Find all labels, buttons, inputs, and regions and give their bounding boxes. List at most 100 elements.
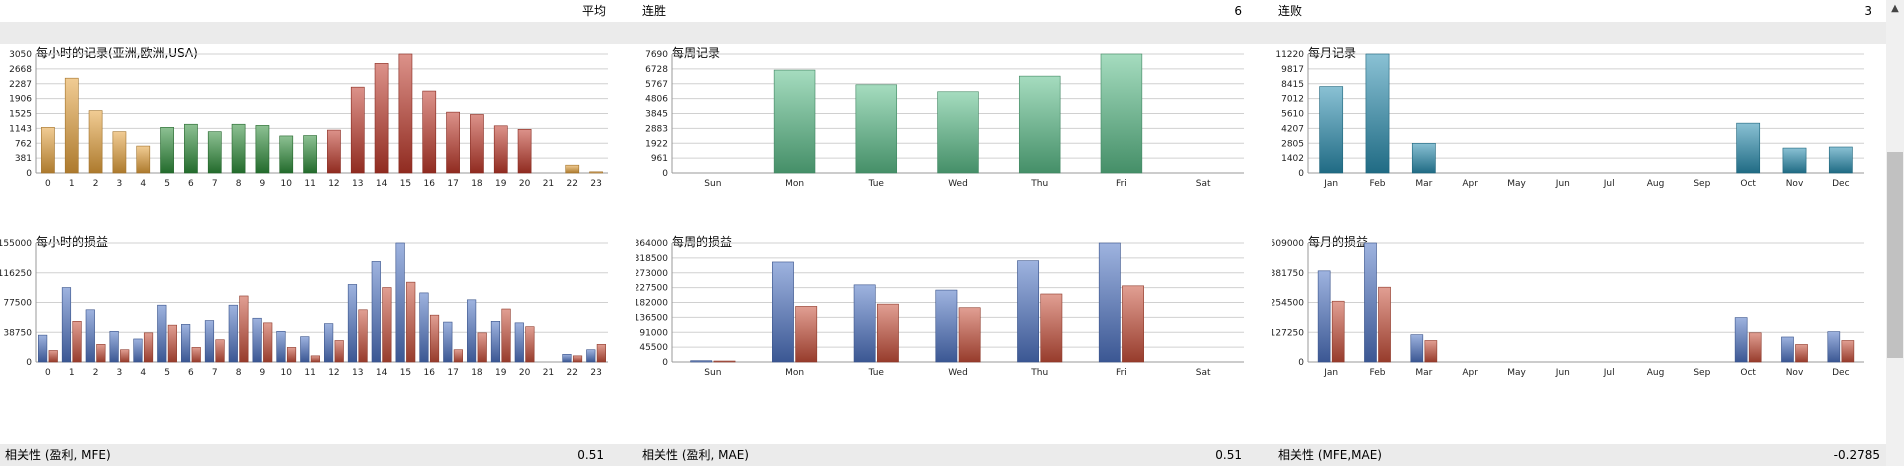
chart-bar — [350, 86, 365, 174]
y-tick-label: 381 — [15, 154, 32, 164]
scroll-up-icon[interactable]: ▲ — [1891, 3, 1899, 14]
chart-bar — [772, 261, 794, 363]
x-tick-label: Sep — [1693, 179, 1710, 189]
x-tick-label: 14 — [376, 368, 388, 378]
x-tick-label: 22 — [567, 179, 578, 189]
x-tick-label: 16 — [424, 179, 436, 189]
x-tick-label: Feb — [1370, 368, 1386, 378]
x-tick-label: Thu — [1030, 368, 1048, 378]
x-tick-label: 13 — [352, 368, 363, 378]
x-tick-label: Wed — [948, 179, 968, 189]
x-tick-label: Mon — [785, 179, 804, 189]
chart-bar — [406, 281, 416, 363]
y-tick-label: 4806 — [645, 95, 668, 105]
x-tick-label: Nov — [1786, 179, 1804, 189]
x-tick-label: Dec — [1832, 368, 1849, 378]
x-tick-label: 12 — [328, 368, 339, 378]
x-tick-label: 9 — [260, 368, 266, 378]
chart-bar — [958, 307, 981, 363]
chart-title: 每小时的损益 — [36, 234, 108, 249]
y-tick-label: 1906 — [9, 95, 32, 105]
chart-bar — [276, 330, 286, 363]
y-tick-label: 1525 — [9, 110, 32, 120]
chart-bar — [96, 344, 106, 363]
x-tick-label: 18 — [471, 368, 483, 378]
chart-bar — [1734, 317, 1748, 363]
chart-bar — [300, 336, 310, 363]
weekly-records-chart: 每周记录 0 961 1922 2883 3845 4806 5767 6728 7690 Sun M… — [645, 45, 1244, 189]
chart-bar — [935, 289, 958, 363]
chart-bar — [1317, 270, 1331, 363]
y-tick-label: 4207 — [1281, 124, 1304, 134]
y-tick-label: 227500 — [636, 284, 668, 294]
win-streak-label: 连胜 — [642, 4, 667, 18]
x-tick-label: 7 — [212, 368, 218, 378]
chart-bar — [572, 355, 583, 363]
x-tick-label: 1 — [69, 179, 75, 189]
chart-bar — [429, 314, 440, 363]
x-tick-label: 5 — [164, 179, 170, 189]
corr-profit-mfe-label: 相关性 (盈利, MFE) — [5, 448, 111, 462]
y-tick-label: 116250 — [0, 269, 32, 279]
chart-bar — [446, 111, 460, 174]
chart-bar — [470, 114, 484, 174]
chart-bar — [596, 344, 606, 363]
chart-bar — [773, 69, 816, 174]
chart-bar — [493, 125, 508, 174]
chart-title: 每小时的记录(亚洲,欧洲,USA) — [36, 45, 198, 60]
chart-bar — [1331, 300, 1345, 363]
x-tick-label: Jul — [1603, 368, 1615, 378]
chart-bar — [690, 360, 713, 363]
y-tick-label: 961 — [651, 154, 668, 164]
chart-bar — [327, 129, 341, 174]
chart-bar — [38, 334, 48, 363]
chart-title: 每月的损益 — [1308, 234, 1368, 249]
scrollbar-thumb[interactable] — [1887, 152, 1903, 358]
chart-bar — [422, 90, 437, 174]
chart-bar — [562, 354, 572, 363]
chart-bar — [1781, 336, 1794, 363]
x-tick-label: Wed — [948, 368, 968, 378]
chart-bar — [501, 308, 511, 363]
chart-bar — [1782, 147, 1807, 174]
chart-bar — [1100, 53, 1143, 174]
chart-bar — [239, 295, 249, 363]
chart-bar — [136, 145, 151, 174]
x-tick-label: Feb — [1370, 179, 1386, 189]
x-tick-label: 17 — [447, 368, 458, 378]
y-tick-label: 38750 — [3, 328, 32, 338]
chart-bar — [1017, 260, 1040, 363]
chart-bar — [517, 129, 532, 174]
vertical-scrollbar[interactable]: ▲ — [1886, 0, 1904, 466]
y-tick-label: 0 — [1298, 358, 1304, 368]
x-tick-label: Sep — [1693, 368, 1710, 378]
x-tick-label: 10 — [281, 179, 293, 189]
x-tick-label: 11 — [304, 368, 315, 378]
x-tick-label: Mon — [785, 368, 804, 378]
y-tick-label: 11220 — [1275, 50, 1304, 60]
chart-bar — [490, 321, 501, 363]
chart-bar — [358, 309, 368, 363]
stats-header-row: 平均 连胜 6 连败 3 — [0, 0, 1886, 22]
chart-bar — [160, 127, 174, 174]
x-tick-label: 6 — [188, 368, 194, 378]
x-tick-label: Mar — [1415, 179, 1432, 189]
x-tick-label: 19 — [495, 179, 507, 189]
chart-bar — [1795, 344, 1808, 363]
x-tick-label: Apr — [1462, 179, 1478, 189]
x-tick-label: Thu — [1030, 179, 1048, 189]
y-tick-label: 1143 — [9, 124, 32, 134]
x-tick-label: Sat — [1196, 368, 1211, 378]
x-tick-label: May — [1507, 368, 1526, 378]
chart-bar — [1098, 242, 1121, 363]
y-tick-label: 509000 — [1272, 239, 1304, 249]
monthly-pnl-chart: 每月的损益 0 127250 254500 381750 509000 Jan Feb Mar A… — [1272, 234, 1864, 378]
chart-bar — [1365, 53, 1390, 174]
x-tick-label: 6 — [188, 179, 194, 189]
x-tick-label: 3 — [117, 368, 123, 378]
chart-bar — [109, 330, 119, 363]
chart-bar — [853, 284, 876, 363]
x-tick-label: 8 — [236, 179, 242, 189]
chart-bar — [347, 284, 358, 363]
chart-bar — [419, 292, 429, 363]
